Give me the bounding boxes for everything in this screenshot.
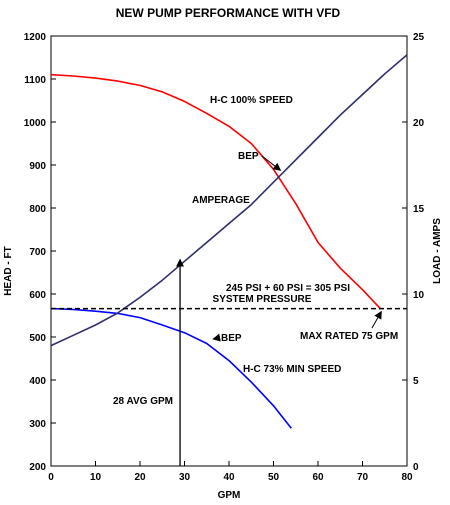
right-axis-title: LOAD - AMPS [432,218,443,284]
x-tick-label: 30 [179,472,191,483]
reference-layer [51,155,407,466]
label-bep-top: BEP [238,151,259,162]
left-tick-label: 1100 [24,75,46,86]
bep-bottom-arrow [212,333,221,342]
label-bep-bottom: BEP [221,333,242,344]
x-axis-title: GPM [218,490,241,501]
label-h100-speed: H-C 100% SPEED [210,95,293,106]
label-max-rated: MAX RATED 75 GPM [300,331,398,342]
left-tick-label: 400 [29,376,46,387]
left-axis-title: HEAD - FT [3,246,14,295]
left-tick-label: 900 [29,161,46,172]
label-system-pressure-1: 245 PSI + 60 PSI = 305 PSI [226,283,350,294]
left-tick-label: 1000 [24,118,47,129]
series-line-amperage [50,54,408,347]
label-h73-speed: H-C 73% MIN SPEED [243,364,341,375]
label-system-pressure-2: SYSTEM PRESSURE [213,294,312,305]
x-tick-label: 70 [357,472,369,483]
x-tick-label: 60 [312,472,324,483]
right-tick-label: 5 [413,376,419,387]
left-tick-label: 500 [29,333,46,344]
left-axis-ticks: 200 300 400 500 600 700 800 900 1000 1100 1200 [24,32,56,473]
right-tick-label: 20 [413,118,425,129]
left-tick-label: 600 [29,290,46,301]
x-tick-label: 0 [48,472,54,483]
series-line-h-c-100-speed [50,73,381,310]
x-tick-label: 80 [401,472,413,483]
right-axis-ticks: 0 5 10 15 20 25 [402,32,425,473]
bep-top-arrow [261,155,282,171]
x-axis-ticks: 0 10 20 30 40 50 60 70 80 [48,461,413,483]
left-tick-label: 200 [29,462,46,473]
right-tick-label: 0 [413,462,419,473]
left-tick-label: 1200 [24,32,47,43]
left-tick-label: 800 [29,204,46,215]
x-tick-label: 10 [90,472,102,483]
x-tick-label: 20 [134,472,146,483]
x-tick-label: 50 [268,472,280,483]
right-tick-label: 15 [413,204,425,215]
series-line-h-c-73-min-speed [50,307,292,429]
left-tick-label: 700 [29,247,46,258]
right-tick-label: 25 [413,32,425,43]
series-layer [50,54,408,429]
chart-title: NEW PUMP PERFORMANCE WITH VFD [116,6,341,20]
right-tick-label: 10 [413,290,425,301]
label-amperage: AMPERAGE [192,195,250,206]
label-avg-gpm: 28 AVG GPM [113,396,173,407]
x-tick-label: 40 [223,472,235,483]
left-tick-label: 300 [29,419,46,430]
max-rated-arrow [371,310,382,329]
